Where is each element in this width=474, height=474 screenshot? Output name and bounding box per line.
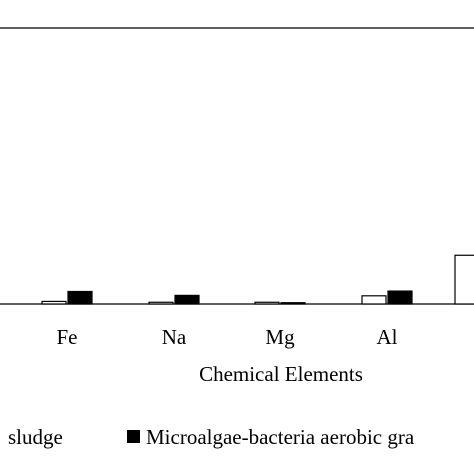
bar-sludge-Na bbox=[148, 301, 174, 305]
bar-sludge-Fe bbox=[41, 300, 67, 305]
bar-microalgae-Al bbox=[387, 290, 413, 305]
bar-microalgae-Na bbox=[174, 294, 200, 305]
bar-microalgae-Fe bbox=[67, 290, 93, 305]
legend-swatch-microalgae bbox=[127, 430, 140, 443]
legend-label-microalgae: Microalgae-bacteria aerobic gra bbox=[146, 425, 415, 449]
legend-label-sludge: sludge bbox=[8, 425, 63, 449]
bar-sludge-Mg bbox=[254, 301, 280, 305]
legend: sludge Microalgae-bacteria aerobic gra bbox=[8, 425, 415, 449]
plot-frame bbox=[0, 27, 474, 305]
x-tick-label-Al: Al bbox=[377, 325, 398, 349]
x-tick-label-Mg: Mg bbox=[265, 325, 295, 349]
bars-layer bbox=[41, 254, 474, 305]
x-axis-label: Chemical Elements bbox=[199, 362, 363, 386]
bar-microalgae-Mg bbox=[280, 302, 306, 305]
bar-sludge-cat4 bbox=[454, 254, 474, 305]
x-tick-label-Fe: Fe bbox=[57, 325, 78, 349]
bar-sludge-Al bbox=[361, 295, 387, 305]
x-tick-label-Na: Na bbox=[162, 325, 187, 349]
x-tick-labels: Fe Na Mg Al bbox=[57, 325, 398, 349]
